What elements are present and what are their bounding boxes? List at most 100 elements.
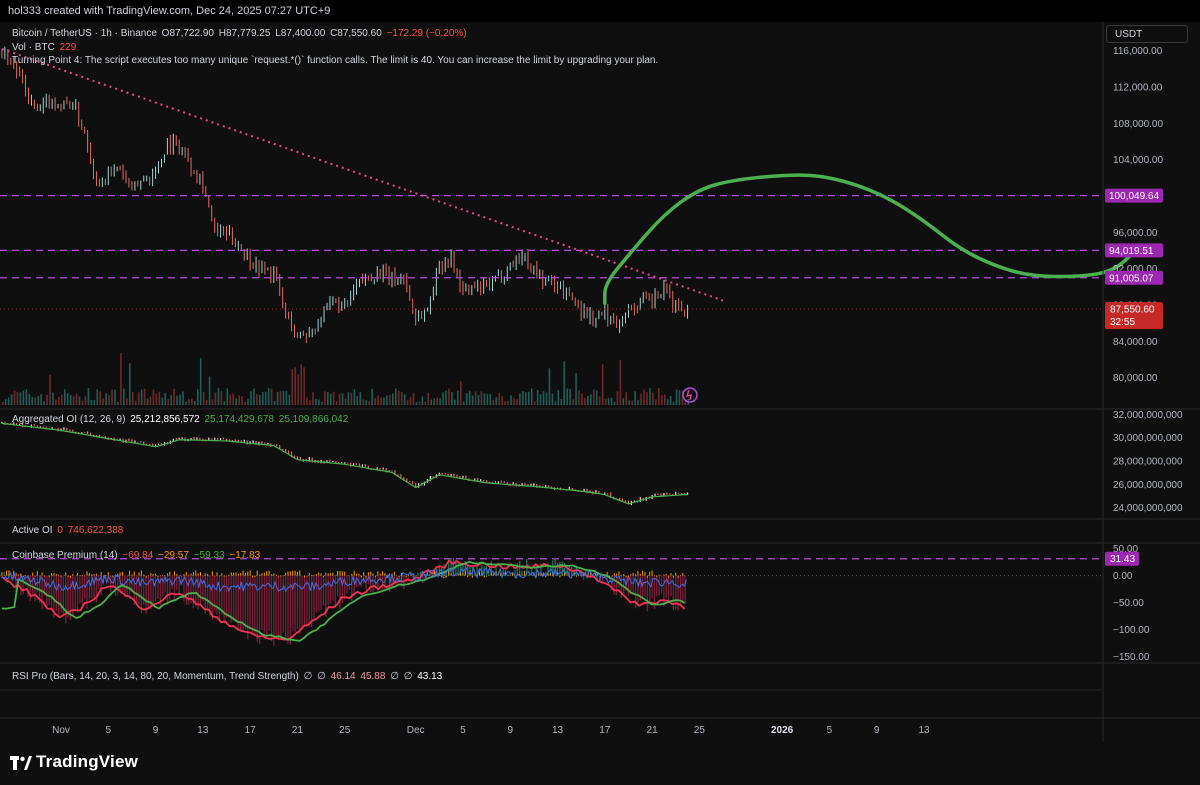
oi-label[interactable]: Aggregated OI (12, 26, 9) [12,414,126,425]
volume-bar [117,401,119,405]
price-tick-label: 112,000.00 [1113,83,1163,94]
volume-bar [170,395,172,405]
volume-bar [581,393,583,405]
oi-signal-line [1,422,688,505]
volume-bar [164,393,167,405]
volume-bar [403,394,406,405]
volume-bar [43,401,45,405]
volume-bar [406,400,409,405]
level-tag [1105,270,1163,285]
price-tick-label: 108,000.00 [1113,119,1163,130]
volume-bar [663,394,666,405]
premium-tick-label: −50.00 [1113,598,1144,609]
premium-level-tag-label: 31.43 [1110,554,1135,565]
ohlc-close: C87,550.60 [330,28,382,39]
volume-label[interactable]: Vol · BTC [12,42,55,53]
volume-bar [188,399,190,405]
oi-value-1: 25,212,856,572 [130,414,200,425]
volume-bar [477,395,480,405]
time-tick-label: 9 [153,725,159,736]
volume-bar [365,400,368,405]
volume-bar [34,397,37,405]
coinbase-premium-pane [0,557,1103,646]
volume-bar [439,398,441,405]
volume-bar [362,399,365,405]
volume-bar [40,394,42,405]
active-oi-legend: Active OI 0 746,622,388 [12,525,123,536]
oi-tick-label: 26,000,000,000 [1113,480,1183,491]
price-tick-label: 80,000.00 [1113,373,1158,384]
volume-bar [459,381,462,405]
time-tick-label: 21 [647,725,659,736]
volume-bar [84,396,87,405]
volume-bar [300,364,302,405]
time-tick-label: 5 [460,725,466,736]
script-error-message: Turning Point 4: The script executes too… [12,55,659,66]
volume-bar [155,393,158,405]
volume-bar [205,400,208,405]
volume-bar [247,398,249,405]
volume-bar [483,393,486,405]
volume-bar [329,393,332,405]
volume-bar [291,369,294,405]
rsi-value-1: 46.14 [330,671,356,682]
volume-bar [146,398,149,405]
volume-bar [454,399,456,405]
volume-bar [569,388,571,405]
price-tick-label: 104,000.00 [1113,155,1163,166]
active-oi-label[interactable]: Active OI [12,525,53,536]
volume-bar [108,395,110,405]
volume-bar [321,401,323,405]
volume-bar [649,388,651,405]
volume-bar [350,392,353,405]
volume-bar [392,393,394,405]
oi-value-2: 25,174,429,678 [204,414,274,425]
volume-bar [158,391,161,405]
volume-bar [176,395,178,405]
volume-bar [288,394,291,405]
volume-bar [167,399,169,405]
volume-bar [542,391,545,405]
volume-bar [678,390,681,405]
volume-bar [587,395,589,405]
volume-bar [652,392,654,405]
symbol-title[interactable]: Bitcoin / TetherUS · 1h · Binance [12,28,157,39]
oi-legend: Aggregated OI (12, 26, 9) 25,212,856,572… [12,414,348,425]
volume-bar [214,392,217,405]
oi-pane [1,421,689,506]
volume-bar [560,398,563,405]
volume-bar [530,388,533,405]
volume-bar [309,400,311,405]
volume-bar [522,391,524,405]
trendline [1,47,724,302]
volume-bar [566,388,568,405]
volume-bar [445,390,447,405]
volume-bar [128,363,131,405]
volume-bar [572,399,574,405]
volume-bar [303,367,305,405]
volume-bar [137,392,140,405]
volume-bar [261,391,264,405]
volume-bar [326,391,329,405]
volume-bar [217,388,220,405]
alert-icon-bolt [685,389,692,401]
rsi-na-2: ∅ [317,671,326,682]
volume-value: 229 [59,42,77,53]
volume-bar [371,388,373,405]
rsi-na-1: ∅ [303,671,313,682]
volume-bar [519,393,521,405]
volume-bar [28,393,31,405]
price-pane [0,46,1139,405]
currency-selector[interactable]: USDT [1106,25,1188,43]
tradingview-logo[interactable]: TradingView [10,752,138,772]
premium-tick-label: −100.00 [1113,625,1150,636]
volume-bar [335,401,338,405]
rsi-label[interactable]: RSI Pro (Bars, 14, 20, 3, 14, 80, 20, Mo… [12,671,299,682]
coinbase-label[interactable]: Coinbase Premium (14) [12,550,118,561]
volume-bar [498,392,501,405]
volume-bar [397,390,400,405]
volume-bar [474,391,477,405]
volume-bar [173,388,175,405]
coinbase-value-4: −17.83 [229,550,261,561]
premium-blue-line [1,566,687,593]
